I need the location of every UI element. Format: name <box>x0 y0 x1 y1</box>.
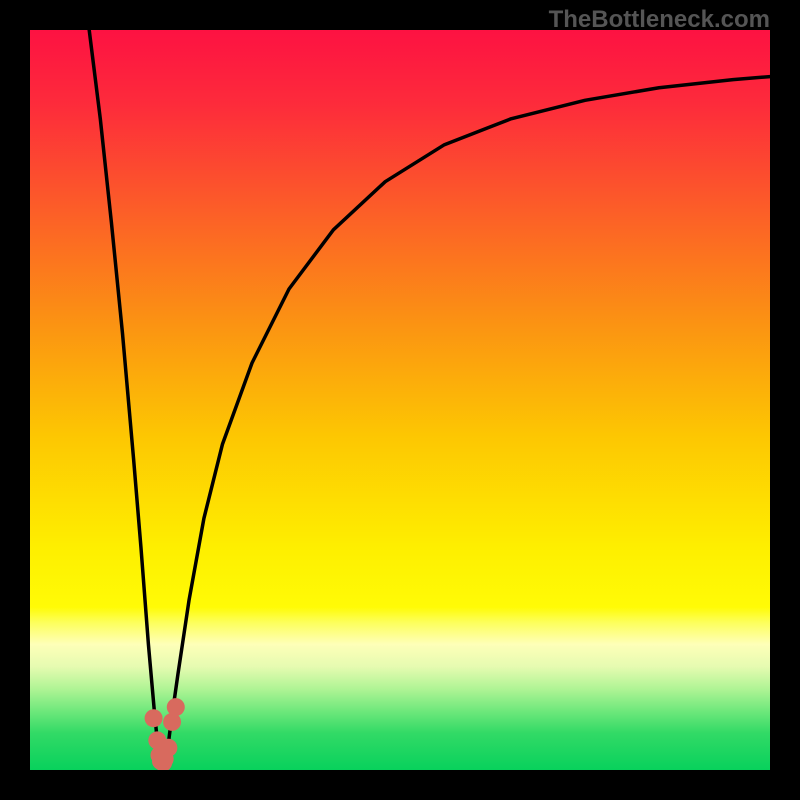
data-marker <box>167 698 185 716</box>
bottleneck-chart-svg <box>0 0 800 800</box>
data-marker <box>159 739 177 757</box>
watermark-text: TheBottleneck.com <box>549 6 770 34</box>
gradient-background <box>30 30 770 770</box>
chart-frame: TheBottleneck.com <box>0 0 800 800</box>
data-marker <box>145 709 163 727</box>
